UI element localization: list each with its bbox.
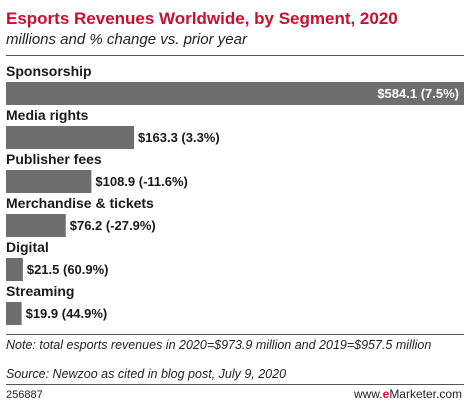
top-divider (6, 55, 464, 56)
brand-prefix: www. (353, 387, 383, 401)
middle-divider (6, 334, 464, 335)
bar (6, 258, 23, 281)
brand-e: e (382, 387, 390, 401)
chart-note: Note: total esports revenues in 2020=$97… (6, 338, 432, 352)
chart-source: Source: Newzoo as cited in blog post, Ju… (6, 367, 287, 381)
value-label: $163.3 (3.3%) (138, 130, 220, 145)
chart-title: Esports Revenues Worldwide, by Segment, … (6, 9, 398, 28)
bar (6, 214, 66, 237)
category-label: Digital (6, 239, 49, 255)
brand-suffix: Marketer.com (389, 387, 462, 401)
chart-subtitle: millions and % change vs. prior year (6, 31, 247, 48)
brand-link[interactable]: www.eMarketer.com (354, 387, 462, 401)
category-label: Media rights (6, 107, 89, 123)
value-label: $108.9 (-11.6%) (95, 174, 188, 189)
bar (6, 302, 22, 325)
bar (6, 126, 135, 149)
value-label: $21.5 (60.9%) (27, 262, 109, 277)
category-label: Streaming (6, 283, 74, 299)
bar (6, 82, 464, 105)
chart-id: 256887 (6, 389, 43, 401)
category-label: Sponsorship (6, 63, 92, 79)
category-label: Merchandise & tickets (6, 195, 154, 211)
value-label: $19.9 (44.9%) (26, 306, 108, 321)
category-label: Publisher fees (6, 151, 102, 167)
bar (6, 170, 92, 193)
value-label: $76.2 (-27.9%) (70, 218, 156, 233)
bar-chart: Sponsorship $584.1 (7.5%) Media rights $163… (6, 63, 464, 325)
bottom-divider (6, 384, 464, 385)
value-label: $584.1 (7.5%) (377, 86, 459, 101)
